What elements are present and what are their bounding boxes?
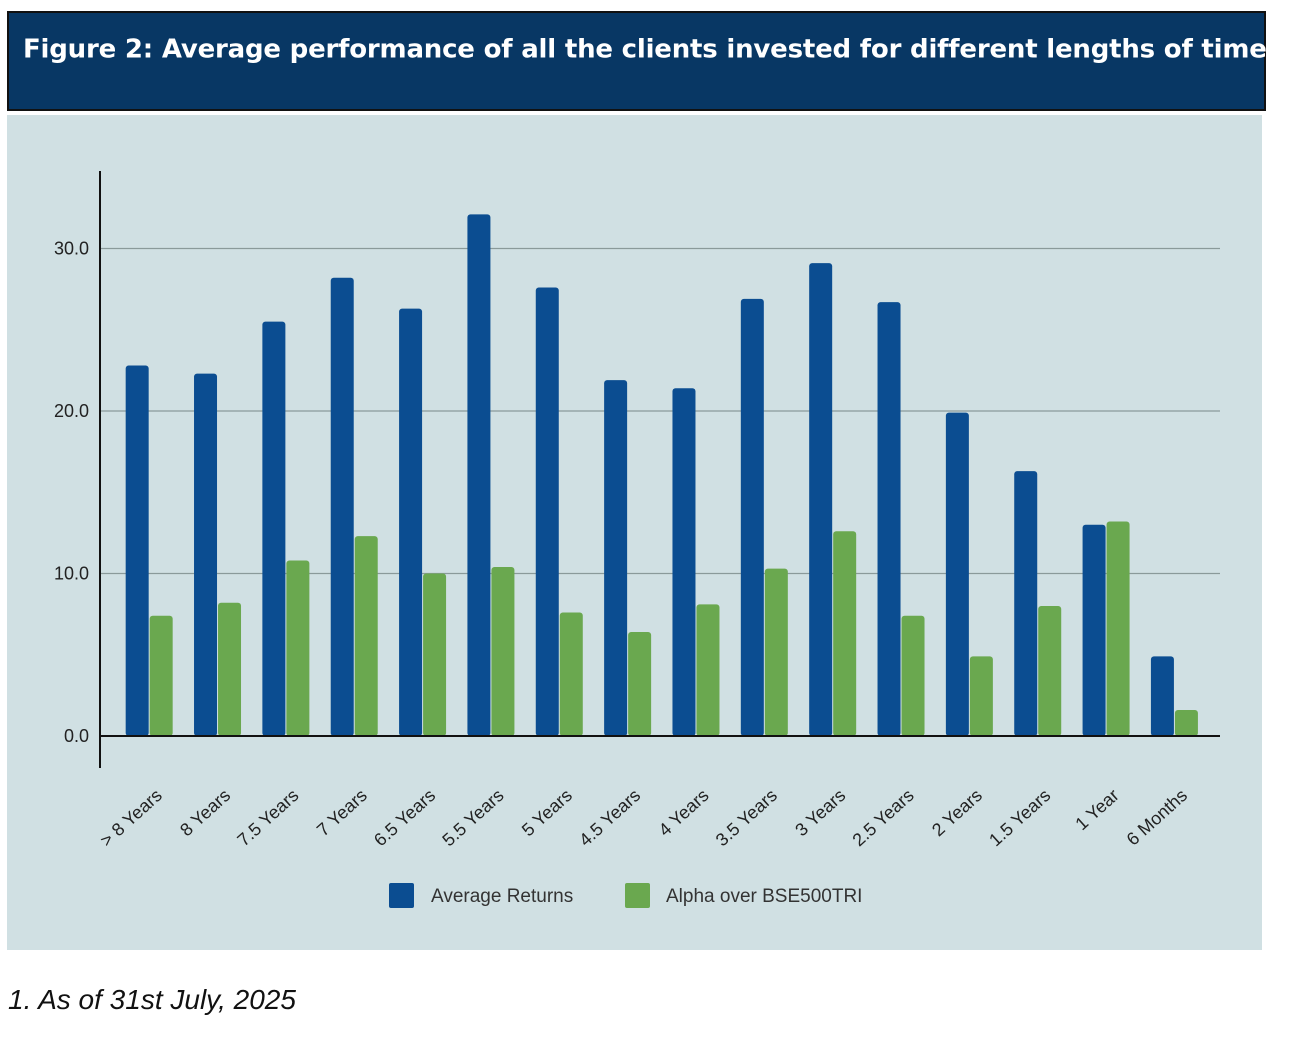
alpha-bar-8 — [696, 604, 720, 736]
x-tick-label: 7.5 Years — [233, 785, 302, 850]
x-tick-label: 4.5 Years — [575, 785, 644, 850]
x-tick-label: > 8 Years — [96, 785, 166, 850]
alpha-bar-10 — [833, 531, 857, 736]
average-returns-bar-13 — [1014, 471, 1038, 736]
legend-label-1: Alpha over BSE500TRI — [666, 886, 862, 907]
x-tick-label: 3 Years — [791, 785, 849, 840]
chart-panel: 0.0 10.0 20.0 30.0 > 8 Years 8 Years 7.5 Years… — [7, 115, 1262, 950]
x-tick-label: 7 Years — [313, 785, 371, 840]
alpha-bar-7 — [628, 632, 652, 736]
alpha-bar-1 — [218, 602, 242, 736]
alpha-bar-15 — [1174, 710, 1198, 736]
legend-swatch-1 — [625, 883, 650, 908]
alpha-bar-14 — [1106, 521, 1130, 736]
x-tick-label: 2 Years — [928, 785, 986, 840]
title-bar: Figure 2: Average performance of all the… — [7, 11, 1286, 111]
alpha-bar-0 — [149, 615, 173, 736]
legend-swatch-0 — [389, 883, 414, 908]
average-returns-bar-7 — [604, 380, 628, 736]
average-returns-bar-12 — [945, 412, 969, 736]
y-tick-label: 10.0 — [54, 564, 89, 584]
x-tick-label: 4 Years — [655, 785, 713, 840]
x-tick-label: 2.5 Years — [849, 785, 918, 850]
alpha-bar-4 — [423, 573, 447, 736]
footnote-marker: 1 — [1275, 29, 1286, 48]
y-tick-label: 20.0 — [54, 401, 89, 421]
figure-title: Figure 2: Average performance of all the… — [23, 29, 1286, 65]
average-returns-bar-15 — [1150, 656, 1174, 736]
average-returns-bar-4 — [399, 308, 423, 736]
alpha-bar-9 — [764, 568, 788, 736]
average-returns-bar-6 — [535, 287, 559, 736]
average-returns-bar-14 — [1082, 524, 1106, 736]
average-returns-bar-10 — [809, 263, 833, 736]
x-tick-label: 8 Years — [176, 785, 234, 840]
alpha-bar-2 — [286, 560, 310, 736]
footnote: 1. As of 31st July, 2025 — [8, 984, 296, 1015]
alpha-bar-13 — [1038, 606, 1062, 736]
legend-label-0: Average Returns — [431, 886, 573, 907]
average-returns-bar-8 — [672, 388, 696, 736]
figure-title-text: Figure 2: Average performance of all the… — [23, 34, 1267, 65]
x-tick-label: 1.5 Years — [985, 785, 1054, 850]
x-tick-label: 5.5 Years — [438, 785, 507, 850]
y-tick-label: 0.0 — [64, 726, 89, 746]
alpha-bar-3 — [354, 536, 378, 736]
bar-chart: 0.0 10.0 20.0 30.0 > 8 Years 8 Years 7.5 Years… — [54, 171, 1220, 908]
x-tick-label: 6 Months — [1123, 785, 1191, 849]
x-tick-label: 1 Year — [1071, 785, 1122, 834]
alpha-bar-6 — [559, 612, 583, 736]
x-tick-label: 6.5 Years — [370, 785, 439, 850]
average-returns-bar-5 — [467, 214, 491, 736]
x-tick-label: 5 Years — [518, 785, 576, 840]
x-tick-label: 3.5 Years — [712, 785, 781, 850]
average-returns-bar-1 — [194, 373, 218, 736]
alpha-bar-12 — [969, 656, 993, 736]
alpha-bar-11 — [901, 615, 925, 736]
average-returns-bar-3 — [330, 277, 354, 736]
average-returns-bar-11 — [877, 302, 901, 736]
alpha-bar-5 — [491, 567, 515, 736]
average-returns-bar-2 — [262, 321, 286, 736]
average-returns-bar-9 — [740, 298, 764, 736]
average-returns-bar-0 — [125, 365, 149, 736]
y-tick-label: 30.0 — [54, 239, 89, 259]
